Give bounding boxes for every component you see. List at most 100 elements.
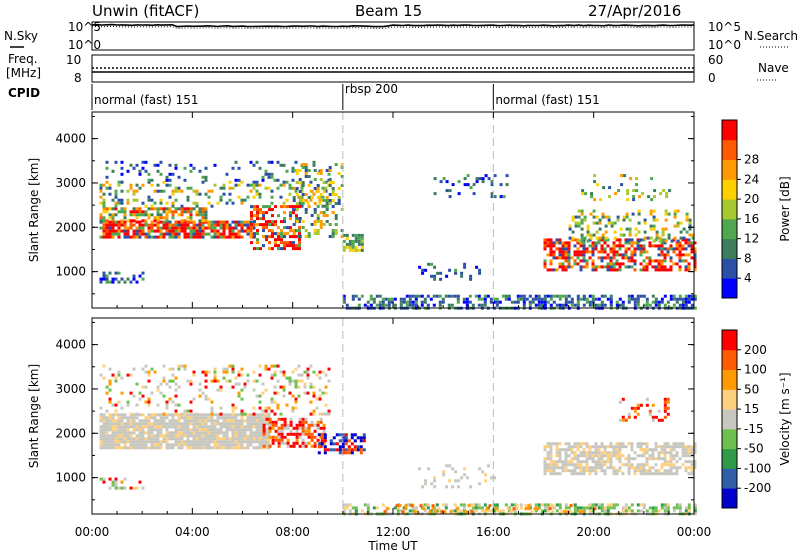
scatter-cell (222, 223, 226, 227)
velocity-swatch (722, 349, 737, 370)
scatter-cell (312, 370, 316, 374)
scatter-cell (180, 422, 184, 426)
scatter-cell (162, 235, 166, 239)
scatter-cell (283, 226, 286, 230)
scatter-cell (286, 441, 290, 445)
scatter-cell (195, 210, 199, 214)
scatter-cell (307, 232, 311, 235)
scatter-cell (396, 506, 400, 510)
scatter-cell (156, 210, 160, 214)
scatter-cell (621, 244, 625, 248)
scatter-cell (111, 226, 115, 230)
scatter-cell (663, 415, 667, 419)
scatter-cell (304, 429, 308, 433)
scatter-cell (252, 183, 256, 187)
scatter-cell (690, 472, 694, 476)
scatter-cell (138, 428, 142, 432)
scatter-cell (150, 437, 154, 441)
scatter-cell (488, 504, 492, 508)
scatter-cell (153, 434, 157, 438)
scatter-cell (642, 250, 646, 254)
scatter-cell (138, 220, 142, 224)
scatter-cell (177, 431, 181, 435)
noise-sky-label: N.Sky (4, 29, 38, 43)
scatter-cell (615, 303, 619, 307)
scatter-cell (609, 466, 613, 470)
scatter-cell (597, 448, 601, 452)
scatter-cell (627, 506, 631, 510)
scatter-cell (636, 244, 640, 248)
scatter-cell (313, 223, 317, 226)
scatter-cell (570, 297, 574, 301)
scatter-cell (693, 509, 697, 513)
scatter-cell (250, 217, 253, 221)
scatter-cell (165, 382, 169, 386)
scatter-cell (135, 416, 139, 420)
scatter-cell (642, 238, 646, 242)
scatter-cell (126, 403, 130, 407)
y-tick-label: 2000 (55, 426, 86, 440)
scatter-cell (114, 213, 118, 217)
scatter-cell (198, 428, 202, 432)
scatter-cell (474, 509, 478, 513)
scatter-cell (577, 224, 581, 228)
scatter-cell (138, 213, 142, 217)
scatter-cell (171, 437, 175, 441)
scatter-cell (237, 382, 241, 386)
scatter-cell (591, 250, 595, 254)
scatter-cell (234, 232, 238, 236)
scatter-cell (334, 223, 338, 226)
scatter-cell (222, 419, 226, 423)
scatter-cell (693, 241, 697, 245)
scatter-cell (307, 205, 311, 208)
scatter-cell (561, 294, 565, 298)
scatter-cell (594, 442, 598, 446)
scatter-cell (528, 300, 532, 304)
scatter-cell (301, 184, 305, 187)
scatter-cell (153, 223, 157, 227)
scatter-cell (156, 425, 160, 429)
scatter-cell (213, 223, 217, 227)
scatter-cell (246, 220, 250, 224)
velocity-swatch (722, 369, 737, 390)
scatter-cell (234, 226, 238, 230)
scatter-cell (174, 223, 178, 227)
scatter-cell (111, 403, 115, 407)
scatter-cell (681, 247, 685, 251)
scatter-cell (207, 220, 211, 224)
scatter-cell (285, 180, 289, 184)
scatter-cell (277, 432, 281, 436)
scatter-cell (231, 226, 235, 230)
scatter-cell (341, 433, 345, 437)
scatter-cell (675, 247, 679, 251)
scatter-cell (255, 180, 259, 184)
scatter-cell (129, 235, 133, 239)
scatter-cell (360, 242, 364, 246)
scatter-cell (114, 446, 118, 450)
scatter-cell (186, 437, 190, 441)
scatter-cell (639, 247, 643, 251)
scatter-cell (111, 235, 115, 239)
scatter-cell (484, 473, 488, 477)
scatter-cell (258, 166, 262, 170)
scatter-cell (300, 204, 304, 208)
scatter-cell (153, 413, 157, 417)
scatter-cell (549, 503, 553, 507)
scatter-cell (243, 223, 247, 227)
scatter-cell (234, 376, 238, 380)
scatter-cell (551, 510, 555, 514)
scatter-cell (661, 230, 665, 234)
scatter-cell (637, 239, 641, 243)
scatter-cell (156, 431, 160, 435)
scatter-cell (501, 294, 505, 298)
scatter-cell (340, 235, 344, 238)
scatter-cell (597, 250, 601, 254)
scatter-cell (171, 413, 175, 417)
scatter-cell (240, 443, 244, 447)
scatter-cell (156, 207, 160, 211)
scatter-cell (162, 226, 166, 230)
scatter-cell (383, 510, 387, 514)
scatter-cell (524, 504, 528, 508)
scatter-cell (307, 435, 311, 439)
scatter-cell (453, 294, 457, 298)
